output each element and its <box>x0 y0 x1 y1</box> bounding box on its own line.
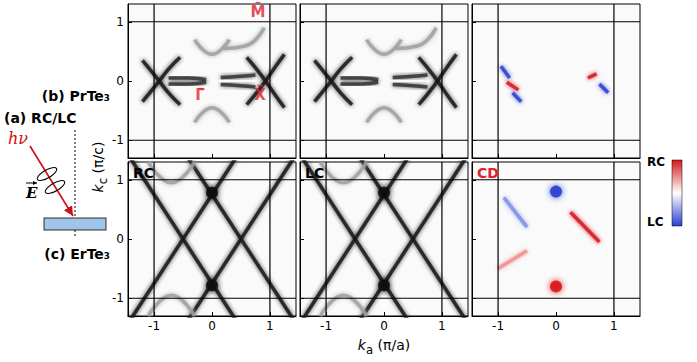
svg-text:-1: -1 <box>320 319 332 333</box>
svg-text:CD: CD <box>477 165 499 181</box>
svg-text:hν: hν <box>8 129 28 148</box>
html-text:(b) PrTe₃: (b) PrTe₃ <box>41 88 110 104</box>
svg-text:1: 1 <box>116 15 124 29</box>
svg-text:LC: LC <box>647 215 664 229</box>
svg-text:0: 0 <box>116 74 124 88</box>
svg-text:1: 1 <box>116 173 124 187</box>
svg-text:-1: -1 <box>112 291 124 305</box>
svg-text:-1: -1 <box>492 319 504 333</box>
html-text:(c) ErTe₃: (c) ErTe₃ <box>44 246 110 262</box>
svg-text:RC: RC <box>133 165 154 181</box>
svg-text:0: 0 <box>380 319 388 333</box>
svg-text:1: 1 <box>266 319 274 333</box>
html-text:(a) RC/LC: (a) RC/LC <box>4 110 77 126</box>
svg-text:1: 1 <box>438 319 446 333</box>
svg-text:LC: LC <box>305 165 324 181</box>
svg-text:-1: -1 <box>148 319 160 333</box>
svg-text:E: E <box>25 184 38 202</box>
svg-text:0: 0 <box>208 319 216 333</box>
svg-text:RC: RC <box>647 155 665 169</box>
svg-text:0: 0 <box>552 319 560 333</box>
html-text:c: c <box>95 177 110 185</box>
html-text:k: k <box>90 184 107 193</box>
svg-text:M̄: M̄ <box>250 1 265 21</box>
svg-text:X̄: X̄ <box>254 84 266 104</box>
svg-text:1: 1 <box>610 319 618 333</box>
svg-text:0: 0 <box>116 232 124 246</box>
svg-text:-1: -1 <box>112 133 124 147</box>
svg-text:Γ̄: Γ̄ <box>195 86 205 104</box>
html-text:(π/c): (π/c) <box>90 141 107 178</box>
html-text:ka(π/a): ka(π/a) <box>357 337 411 357</box>
